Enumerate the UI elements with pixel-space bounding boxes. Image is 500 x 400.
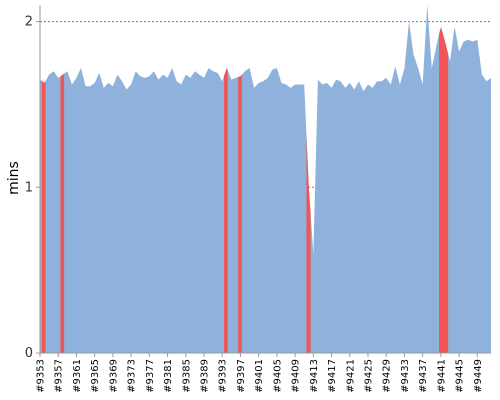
x-tick-label: #9425: [364, 359, 375, 393]
y-tick-label: 2: [25, 15, 33, 30]
area-fill: [40, 5, 491, 353]
x-tick-label: #9417: [327, 359, 338, 393]
x-tick-labels: #9353 #9357 #9361 #9365 #9369 #9373 #9377 #9381…: [36, 353, 484, 393]
x-tick-label: #9409: [291, 359, 302, 393]
axes: [39, 5, 491, 354]
x-tick-label: #9413: [309, 359, 320, 393]
x-tick-label: #9445: [455, 359, 466, 393]
y-axis-label: mins: [6, 161, 22, 195]
highlight-bands: [41, 28, 449, 354]
x-tick-label: #9385: [181, 359, 192, 393]
x-tick-label: #9437: [418, 359, 429, 393]
y-tick-labels: 0 1 2: [25, 15, 40, 361]
highlight-band: [60, 73, 65, 354]
x-tick-label: #9441: [436, 359, 447, 393]
highlight-band: [439, 28, 449, 353]
x-tick-label: #9433: [400, 359, 411, 393]
x-tick-label: #9381: [163, 359, 174, 393]
highlight-band: [41, 80, 46, 354]
highlight-band: [306, 135, 311, 353]
highlight-band: [224, 67, 228, 353]
x-tick-label: #9365: [90, 359, 101, 393]
x-tick-label: #9397: [236, 359, 247, 393]
x-tick-label: #9429: [382, 359, 393, 393]
x-tick-label: #9361: [72, 359, 83, 393]
x-tick-label: #9421: [345, 359, 356, 393]
x-tick-label: #9449: [473, 359, 484, 393]
x-tick-label: #9405: [272, 359, 283, 393]
highlight-band: [238, 74, 242, 354]
area-series: [40, 5, 491, 353]
x-tick-label: #9357: [54, 359, 65, 393]
x-tick-label: #9373: [127, 359, 138, 393]
y-tick-label: 1: [25, 180, 33, 195]
x-tick-label: #9389: [200, 359, 211, 393]
x-tick-label: #9401: [254, 359, 265, 393]
x-tick-label: #9353: [36, 359, 47, 393]
x-tick-label: #9393: [218, 359, 229, 393]
y-tick-label: 0: [25, 346, 33, 361]
x-tick-label: #9369: [108, 359, 119, 393]
x-tick-label: #9377: [145, 359, 156, 393]
